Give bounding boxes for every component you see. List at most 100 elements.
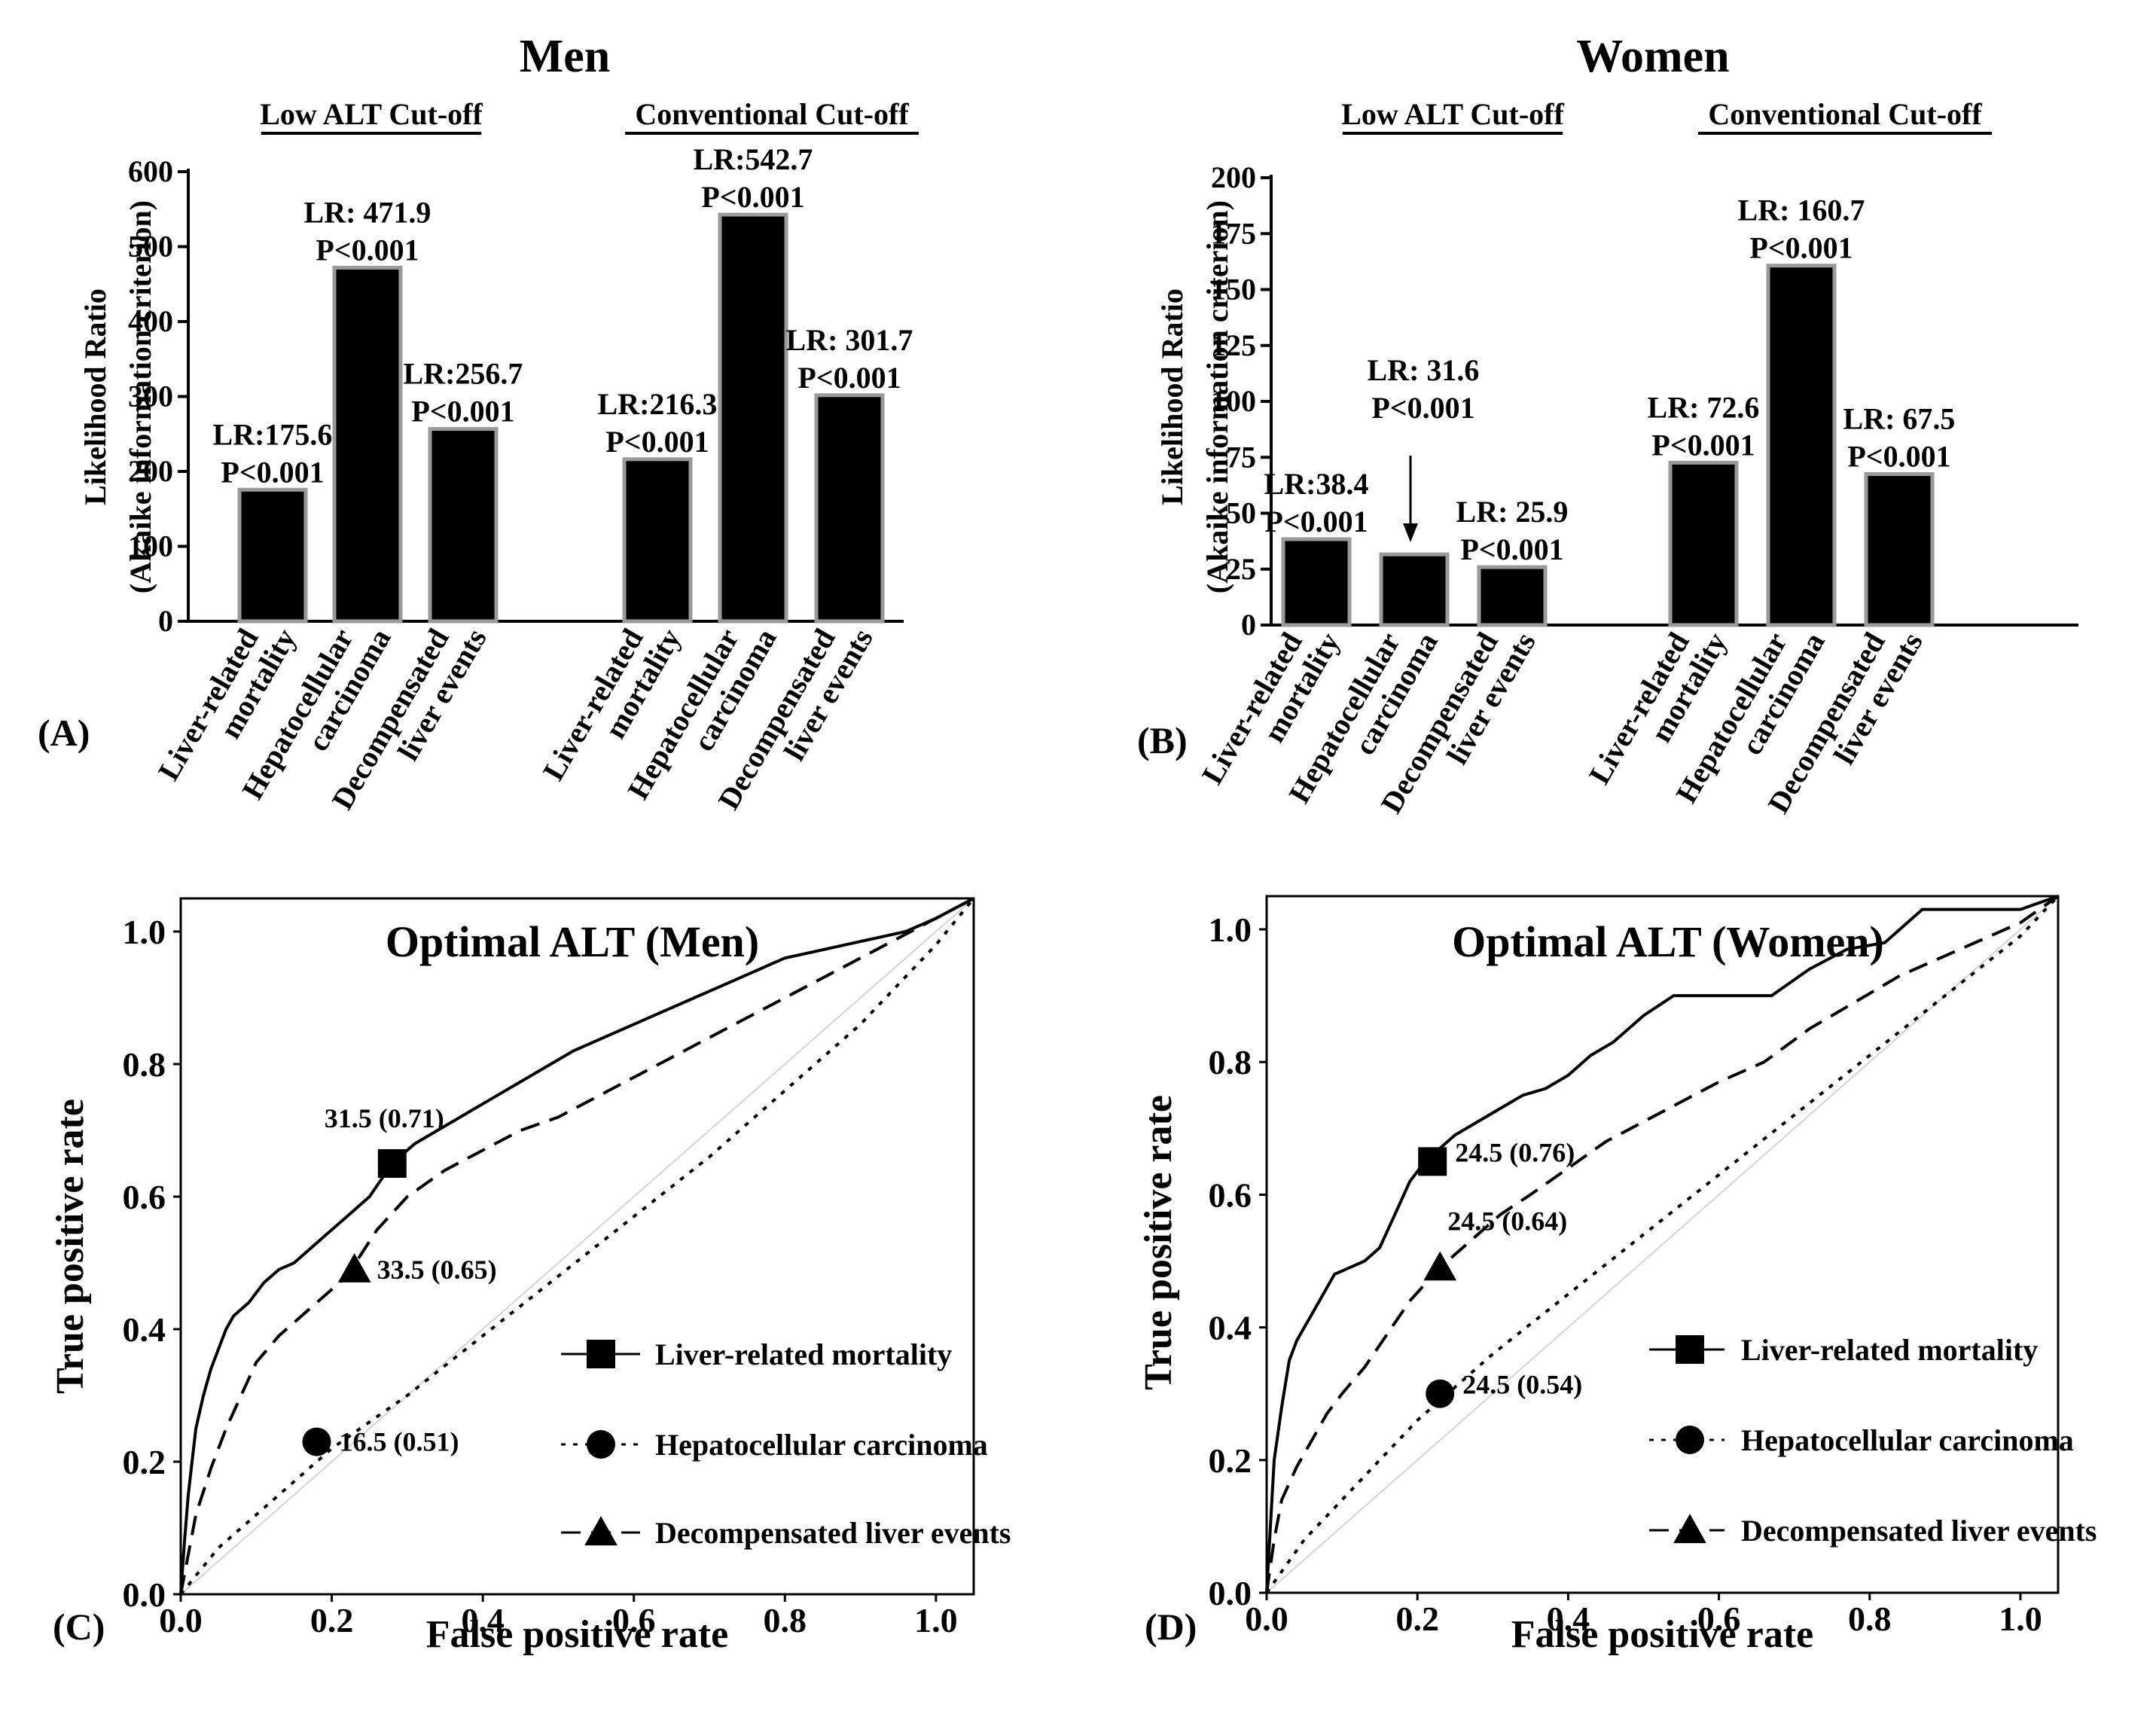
optimal-point-label: 31.5 (0.71): [325, 1103, 444, 1133]
bar-p-value-label: P<0.001: [797, 361, 901, 395]
y-tick-label: 1.0: [1209, 910, 1252, 949]
panel-b-bar-chart-women: Women 0 25 50 75 100 125 150 175 200 Likelihood Ra…: [1137, 31, 2078, 819]
legend-label: Hepatocellular carcinoma: [1741, 1423, 2074, 1457]
bar: [332, 265, 403, 624]
bar-value-label: LR: 72.6: [1648, 390, 1760, 424]
roc-curve: [1265, 895, 2060, 1594]
y-axis-label: Likelihood Ratio: [1155, 288, 1189, 505]
y-tick-label: 500: [128, 230, 173, 264]
legend-label: Decompensated liver events: [655, 1516, 1011, 1550]
bar: [1477, 565, 1548, 627]
legend-marker: [1673, 1514, 1706, 1544]
bar-p-value-label: P<0.001: [1371, 391, 1474, 425]
legend-label: Hepatocellular carcinoma: [655, 1428, 988, 1462]
bar: [1668, 460, 1739, 627]
optimal-point-marker: [1426, 1379, 1455, 1408]
bar: [622, 457, 693, 624]
bar-value-label: LR:216.3: [598, 387, 718, 421]
y-tick-label: 0: [1241, 608, 1256, 642]
y-tick-label: 0.6: [1209, 1176, 1252, 1214]
roc-curve: [1265, 895, 2059, 1594]
y-axis-label: (Akaike information criterion): [124, 200, 157, 593]
bar: [1864, 472, 1935, 627]
bar: [428, 427, 499, 624]
chart-title: Men: [520, 31, 611, 82]
bar-value-label: LR:38.4: [1264, 467, 1369, 501]
x-tick-label: 0.4: [461, 1601, 505, 1639]
optimal-point-label: 16.5 (0.51): [340, 1427, 459, 1457]
panel-c-roc-men: 0.0 0.2 0.4 0.6 0.8 1.0 0.0 0.2 0.4 0.6 0.8 1.0 31.5…: [49, 897, 1011, 1656]
x-tick-label: 0.0: [159, 1601, 203, 1639]
group-subtitle: Conventional Cut-off: [1708, 97, 1982, 131]
x-axis-label: False positive rate: [1511, 1613, 1813, 1656]
x-axis-label: False positive rate: [426, 1613, 728, 1656]
y-axis-label: True positive rate: [1137, 1095, 1180, 1390]
y-tick-label: 100: [128, 529, 173, 563]
annotation-arrow-head: [1403, 523, 1418, 542]
y-tick-label: 300: [128, 380, 173, 413]
legend-marker: [584, 1516, 618, 1546]
y-tick-label: 75: [1226, 440, 1256, 474]
x-tick-label: 0.2: [1395, 1600, 1439, 1638]
group-subtitle: Low ALT Cut-off: [1341, 97, 1564, 131]
bar-p-value-label: P<0.001: [316, 233, 419, 267]
reference-diagonal: [1266, 895, 2059, 1594]
x-tick-label: 0.0: [1245, 1600, 1288, 1638]
optimal-point-marker: [1423, 1251, 1457, 1281]
optimal-point-label: 33.5 (0.65): [377, 1255, 497, 1285]
bar: [1281, 537, 1352, 627]
plot-frame: [1265, 895, 2060, 1594]
y-tick-label: 600: [128, 154, 173, 188]
y-tick-label: 50: [1226, 496, 1256, 530]
bar: [718, 212, 788, 624]
roc-curve: [179, 897, 974, 1595]
legend-label: Decompensated liver events: [1741, 1514, 2097, 1548]
legend-marker: [587, 1430, 615, 1459]
y-tick-label: 0.2: [123, 1443, 166, 1481]
y-tick-label: 0.4: [1209, 1309, 1252, 1347]
legend-label: Liver-related mortality: [655, 1337, 952, 1371]
x-tick-label: 0.4: [1547, 1600, 1590, 1638]
optimal-point-marker: [337, 1252, 371, 1282]
y-tick-label: 0.4: [123, 1310, 166, 1349]
reference-diagonal: [180, 898, 974, 1595]
optimal-point-marker: [302, 1427, 331, 1456]
bar-value-label: LR: 301.7: [786, 323, 913, 357]
bar: [1766, 264, 1837, 627]
group-subtitle: Conventional Cut-off: [635, 97, 909, 131]
bar-p-value-label: P<0.001: [1460, 532, 1563, 566]
bar-p-value-label: P<0.001: [221, 455, 324, 489]
y-tick-label: 200: [1211, 160, 1256, 194]
optimal-point-label: 24.5 (0.76): [1455, 1137, 1575, 1167]
bar-value-label: LR: 471.9: [304, 195, 432, 229]
bar-value-label: LR:542.7: [694, 142, 813, 176]
x-tick-label: 0.6: [612, 1601, 656, 1639]
legend-marker: [1676, 1426, 1704, 1454]
y-tick-label: 200: [128, 454, 173, 488]
y-tick-label: 0.6: [123, 1178, 166, 1216]
optimal-point-label: 24.5 (0.64): [1447, 1206, 1567, 1236]
x-tick-label: 0.6: [1697, 1600, 1741, 1638]
roc-curve: [179, 897, 975, 1596]
bar-value-label: LR: 67.5: [1843, 402, 1956, 436]
panel-letter: (B): [1137, 719, 1188, 761]
panel-d-roc-women: 0.0 0.2 0.4 0.6 0.8 1.0 0.0 0.2 0.4 0.6 0.8 1.0 24.5…: [1137, 895, 2097, 1656]
bar-p-value-label: P<0.001: [605, 425, 709, 459]
x-tick-label: 1.0: [914, 1601, 958, 1639]
bar-p-value-label: P<0.001: [701, 180, 804, 214]
group-subtitle: Low ALT Cut-off: [260, 97, 483, 131]
y-axis-label: True positive rate: [49, 1099, 92, 1394]
bar-p-value-label: P<0.001: [411, 395, 514, 428]
y-tick-label: 100: [1211, 384, 1256, 418]
chart-title: Optimal ALT (Women): [1452, 917, 1884, 966]
roc-curve: [179, 897, 974, 1595]
y-tick-label: 0.2: [1209, 1441, 1252, 1480]
x-tick-label: 0.8: [764, 1601, 807, 1639]
x-tick-label: 0.2: [310, 1601, 354, 1639]
y-tick-label: 0.8: [1209, 1043, 1252, 1081]
bar: [1379, 552, 1450, 627]
y-tick-label: 0: [158, 604, 173, 638]
y-tick-label: 0.8: [123, 1045, 166, 1084]
chart-title: Women: [1576, 31, 1729, 82]
y-tick-label: 400: [128, 304, 173, 338]
